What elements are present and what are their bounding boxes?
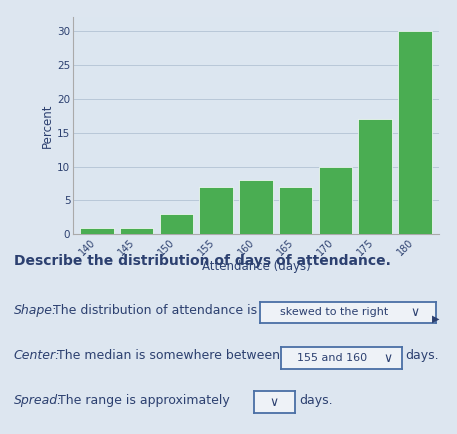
Text: skewed to the right: skewed to the right bbox=[280, 307, 388, 318]
Y-axis label: Percent: Percent bbox=[41, 104, 54, 148]
Text: The median is somewhere between: The median is somewhere between bbox=[57, 349, 280, 362]
X-axis label: Attendance (days): Attendance (days) bbox=[202, 260, 310, 273]
Text: Spread:: Spread: bbox=[14, 394, 62, 407]
Bar bbox=[358, 119, 392, 234]
Bar bbox=[239, 180, 273, 234]
Bar bbox=[279, 187, 312, 234]
Text: days.: days. bbox=[405, 349, 439, 362]
Text: ∨: ∨ bbox=[270, 396, 279, 409]
Bar bbox=[200, 187, 233, 234]
Text: Describe the distribution of days of attendance.: Describe the distribution of days of att… bbox=[14, 254, 391, 268]
Bar bbox=[80, 227, 114, 234]
Text: ∨: ∨ bbox=[411, 306, 420, 319]
Bar bbox=[160, 214, 193, 234]
Text: days.: days. bbox=[299, 394, 333, 407]
Bar bbox=[120, 227, 154, 234]
Text: Center:: Center: bbox=[14, 349, 60, 362]
Text: The distribution of attendance is: The distribution of attendance is bbox=[53, 304, 257, 317]
Text: ∨: ∨ bbox=[383, 352, 392, 365]
Bar bbox=[398, 31, 431, 234]
Text: The range is approximately: The range is approximately bbox=[58, 394, 230, 407]
Text: ▶: ▶ bbox=[432, 313, 439, 323]
Text: 155 and 160: 155 and 160 bbox=[297, 353, 367, 363]
Bar bbox=[319, 167, 352, 234]
Text: Shape:: Shape: bbox=[14, 304, 57, 317]
